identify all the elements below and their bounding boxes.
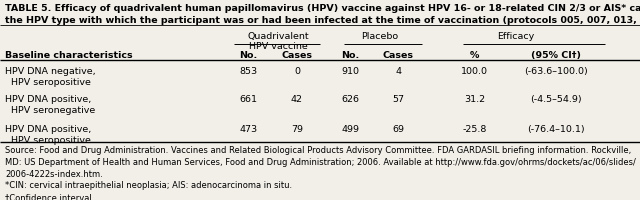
Text: HPV seronegative: HPV seronegative bbox=[5, 105, 95, 114]
Text: 626: 626 bbox=[342, 94, 360, 103]
Text: HPV DNA positive,: HPV DNA positive, bbox=[5, 94, 92, 103]
Text: Cases: Cases bbox=[383, 51, 413, 60]
Text: 69: 69 bbox=[392, 124, 404, 133]
Text: (-63.6–100.0): (-63.6–100.0) bbox=[524, 66, 588, 75]
Text: †Confidence interval.: †Confidence interval. bbox=[5, 192, 95, 200]
Text: 79: 79 bbox=[291, 124, 303, 133]
Text: (-4.5–54.9): (-4.5–54.9) bbox=[530, 94, 581, 103]
Text: 57: 57 bbox=[392, 94, 404, 103]
Text: Baseline characteristics: Baseline characteristics bbox=[5, 51, 132, 60]
Text: 2006-4222s-index.htm.: 2006-4222s-index.htm. bbox=[5, 169, 103, 178]
Text: TABLE 5. Efficacy of quadrivalent human papillomavirus (HPV) vaccine against HPV: TABLE 5. Efficacy of quadrivalent human … bbox=[5, 4, 640, 13]
Text: 4: 4 bbox=[395, 66, 401, 75]
Text: 910: 910 bbox=[342, 66, 360, 75]
Text: MD: US Department of Health and Human Services, Food and Drug Administration; 20: MD: US Department of Health and Human Se… bbox=[5, 157, 636, 166]
Text: *CIN: cervical intraepithelial neoplasia; AIS: adenocarcinoma in situ.: *CIN: cervical intraepithelial neoplasia… bbox=[5, 180, 292, 189]
Text: Quadrivalent: Quadrivalent bbox=[248, 32, 309, 41]
Text: Source: Food and Drug Administration. Vaccines and Related Biological Products A: Source: Food and Drug Administration. Va… bbox=[5, 146, 632, 155]
Text: 42: 42 bbox=[291, 94, 303, 103]
Text: No.: No. bbox=[239, 51, 257, 60]
Text: HPV DNA negative,: HPV DNA negative, bbox=[5, 66, 96, 75]
Text: (-76.4–10.1): (-76.4–10.1) bbox=[527, 124, 584, 133]
Text: 499: 499 bbox=[342, 124, 360, 133]
Text: 853: 853 bbox=[239, 66, 257, 75]
Text: 473: 473 bbox=[239, 124, 257, 133]
Text: HPV DNA positive,: HPV DNA positive, bbox=[5, 124, 92, 133]
Text: 0: 0 bbox=[294, 66, 300, 75]
Text: HPV vaccine: HPV vaccine bbox=[249, 42, 308, 51]
Text: 661: 661 bbox=[239, 94, 257, 103]
Text: HPV seropositive: HPV seropositive bbox=[5, 135, 91, 144]
Text: -25.8: -25.8 bbox=[463, 124, 487, 133]
Text: Cases: Cases bbox=[282, 51, 312, 60]
Text: Efficacy: Efficacy bbox=[497, 32, 534, 41]
Text: 31.2: 31.2 bbox=[464, 94, 486, 103]
Text: %: % bbox=[470, 51, 479, 60]
Text: HPV seropositive: HPV seropositive bbox=[5, 77, 91, 86]
Text: Placebo: Placebo bbox=[362, 32, 399, 41]
Text: 100.0: 100.0 bbox=[461, 66, 488, 75]
Text: (95% CI†): (95% CI†) bbox=[531, 51, 580, 60]
Text: No.: No. bbox=[342, 51, 360, 60]
Text: the HPV type with which the participant was or had been infected at the time of : the HPV type with which the participant … bbox=[5, 16, 640, 25]
